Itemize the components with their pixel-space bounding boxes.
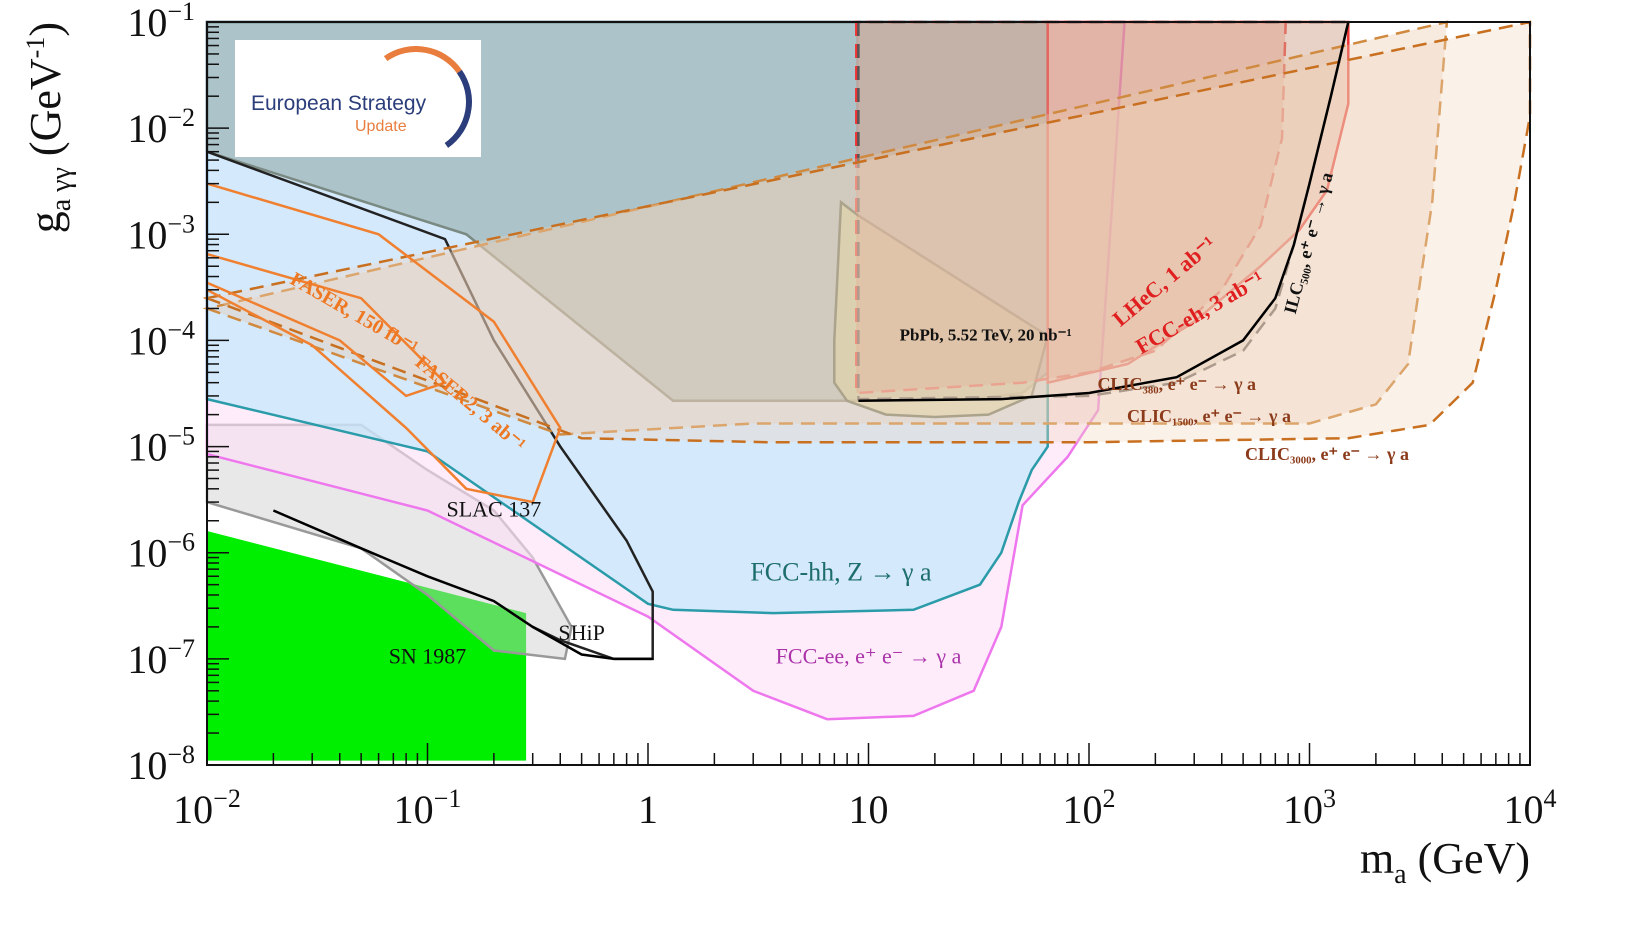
logo-line1: European Strategy	[251, 92, 427, 115]
annotation-label: CLIC₃₀₀₀, e⁺ e⁻ → γ a	[1245, 444, 1409, 464]
series-14	[206, 252, 448, 398]
x-tick-label: 102	[1063, 784, 1116, 832]
x-axis-title: ma (GeV)	[1360, 834, 1530, 890]
y-tick-label: 10−8	[127, 740, 195, 788]
annotation-label: FCC-ee, e⁺ e⁻ → γ a	[776, 644, 962, 669]
y-tick-label: 10−1	[127, 0, 195, 45]
series-7	[855, 20, 1287, 395]
series-5	[206, 150, 654, 661]
series-13	[272, 509, 653, 661]
y-tick-label: 10−3	[127, 209, 195, 257]
series-10	[202, 20, 1449, 436]
annotation-label: CLIC₃₈₀, e⁺ e⁻ → γ a	[1097, 374, 1256, 394]
x-tick-label: 104	[1504, 784, 1557, 832]
annotation-label: SHiP	[558, 620, 604, 645]
y-tick-label: 10−2	[127, 103, 195, 151]
x-tick-label: 1	[638, 787, 658, 832]
x-tick-label: 10−1	[394, 784, 462, 832]
y-tick-label: 10−7	[127, 634, 195, 682]
x-tick-label: 103	[1283, 784, 1336, 832]
logo-line2: Update	[355, 118, 407, 135]
x-tick-label: 10−2	[173, 784, 241, 832]
y-axis-title: ga γγ (GeV-1)	[21, 22, 77, 233]
annotation-label: SLAC 137	[447, 496, 542, 521]
annotation-label: SN 1987	[389, 644, 467, 669]
series-0	[207, 531, 527, 761]
european-strategy-logo: European Strategy Update	[235, 37, 481, 167]
y-tick-label: 10−6	[127, 528, 195, 576]
y-tick-label: 10−4	[127, 315, 195, 363]
annotation-label: FCC-hh, Z → γ a	[750, 557, 932, 586]
series-6	[833, 199, 1050, 419]
x-tick-label: 10	[849, 787, 889, 832]
series-12	[858, 21, 1350, 403]
series-layer	[202, 20, 1532, 761]
y-tick-label: 10−5	[127, 422, 195, 470]
ticks-layer: 10−2 10−1 1 10 102 103 104 10−8 10−7 10−6 10−5 10−4…	[127, 0, 1556, 832]
series-8	[1046, 20, 1350, 385]
annotation-label: PbPb, 5.52 TeV, 20 nb⁻¹	[900, 325, 1072, 344]
series-15	[206, 182, 562, 504]
annotation-label: CLIC₁₅₀₀, e⁺ e⁻ → γ a	[1127, 406, 1291, 426]
